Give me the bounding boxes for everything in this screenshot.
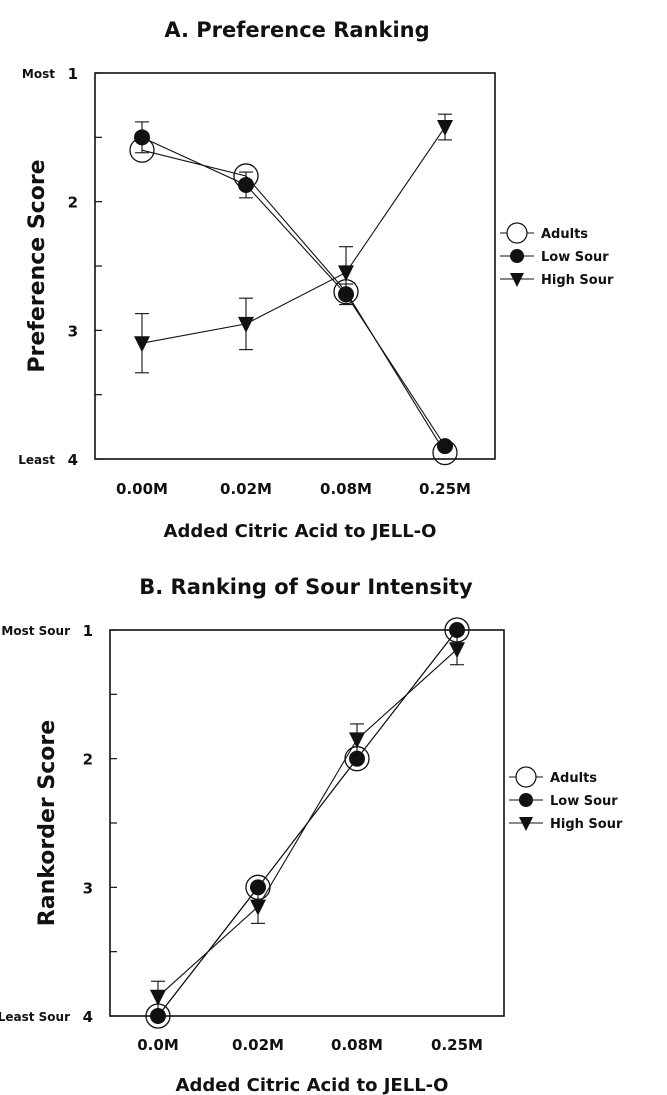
legend-label: High Sour [550, 817, 623, 832]
series-adults [129, 137, 458, 466]
data-point-triangle [338, 265, 354, 282]
series-line [141, 126, 446, 344]
legend: Adults Low Sour High Sour [500, 222, 614, 288]
series-line [157, 648, 458, 998]
legend-marker-triangle [510, 273, 524, 287]
series-line [141, 149, 446, 453]
y-tick-label: 3 [68, 322, 78, 340]
y-top-label: Most Sour [1, 624, 70, 638]
chart-panel-b: B. Ranking of Sour Intensity 1 2 3 4 Most Sou… [0, 575, 623, 1095]
x-axis-label: Added Citric Acid to JELL-O [176, 1075, 449, 1095]
y-tick-label: 2 [83, 751, 93, 769]
y-axis-label: Rankorder Score [35, 720, 60, 926]
legend-marker-open-circle [506, 222, 528, 244]
data-point-triangle [134, 336, 150, 353]
legend-marker-open-circle [515, 766, 537, 788]
data-point-triangle [349, 732, 365, 749]
y-tick-label: 1 [83, 622, 93, 640]
legend-label: High Sour [541, 273, 614, 288]
y-tick-label: 4 [68, 451, 78, 469]
series-low-sour [134, 121, 453, 455]
y-bottom-label: Least [18, 453, 55, 467]
x-tick-label: 0.08M [331, 1036, 383, 1054]
data-point-triangle [449, 642, 465, 659]
x-tick-label: 0.00M [116, 480, 168, 498]
data-point-filled-circle [238, 176, 254, 193]
legend-label: Adults [541, 227, 588, 242]
y-tick-label: 1 [68, 65, 78, 83]
legend: Adults Low Sour High Sour [509, 766, 623, 832]
x-tick-label: 0.02M [220, 480, 272, 498]
y-axis-label: Preference Score [25, 159, 50, 372]
x-tick-label: 0.25M [431, 1036, 483, 1054]
data-point-filled-circle [437, 438, 453, 455]
chart-title: A. Preference Ranking [164, 18, 429, 42]
legend-label: Low Sour [550, 794, 618, 809]
chart-panel-a: A. Preference Ranking 1 2 3 4 Most Least Prefer… [18, 18, 614, 542]
x-axis-label: Added Citric Acid to JELL-O [164, 521, 437, 542]
series-line [141, 136, 446, 447]
x-tick-label: 0.08M [320, 480, 372, 498]
data-point-triangle [437, 120, 453, 137]
legend-label: Adults [550, 771, 597, 786]
legend-marker-filled-circle [510, 249, 524, 263]
data-point-triangle [250, 899, 266, 916]
chart-title: B. Ranking of Sour Intensity [139, 575, 473, 599]
data-point-triangle [238, 316, 254, 333]
data-point-filled-circle [134, 129, 150, 146]
legend-marker-triangle [519, 817, 533, 831]
series-high-sour [134, 113, 453, 374]
x-tick-label: 0.02M [232, 1036, 284, 1054]
y-tick-label: 3 [83, 879, 93, 897]
data-point-filled-circle [250, 879, 266, 896]
y-tick-label: 2 [68, 194, 78, 212]
y-tick-label: 4 [83, 1008, 93, 1026]
plot-frame [94, 72, 496, 460]
legend-marker-filled-circle [519, 793, 533, 807]
y-top-label: Most [22, 67, 55, 81]
data-point-triangle [150, 989, 166, 1006]
x-tick-label: 0.25M [419, 480, 471, 498]
y-bottom-label: Least Sour [0, 1010, 70, 1024]
x-tick-label: 0.0M [137, 1036, 179, 1054]
legend-label: Low Sour [541, 250, 609, 265]
series-high-sour [150, 633, 465, 1013]
